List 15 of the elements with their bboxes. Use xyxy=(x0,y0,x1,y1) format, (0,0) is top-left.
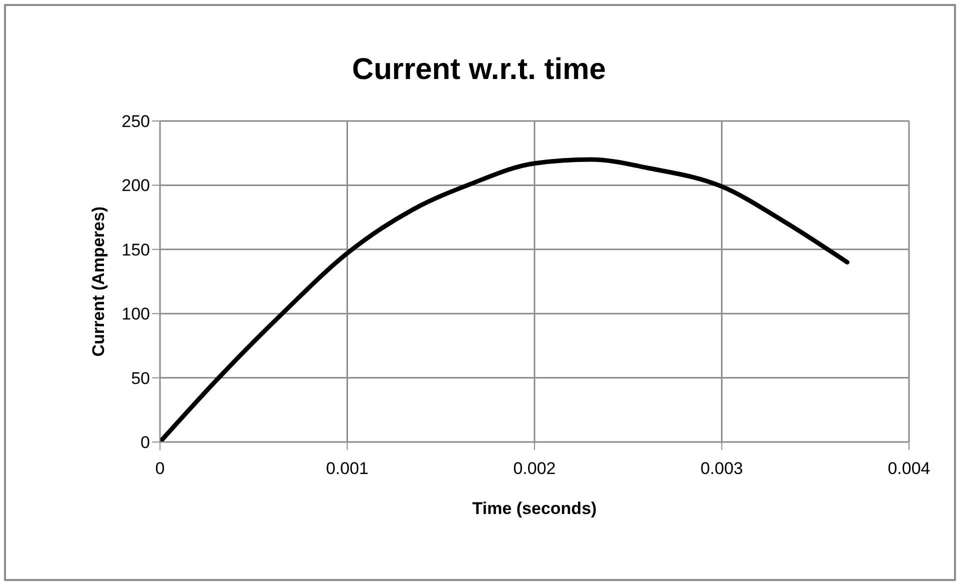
y-tick-label: 150 xyxy=(122,240,150,260)
y-tick-label: 250 xyxy=(122,112,150,132)
y-tick-label: 200 xyxy=(122,176,150,196)
x-axis-title: Time (seconds) xyxy=(472,499,597,518)
line-series xyxy=(160,157,850,442)
x-tick-label: 0.003 xyxy=(700,459,744,478)
x-tick-label: 0.002 xyxy=(513,459,556,478)
y-tick-label: 0 xyxy=(140,433,150,452)
x-tick-label: 0 xyxy=(155,459,165,478)
y-tick-label: 100 xyxy=(122,304,150,324)
y-tick-label: 50 xyxy=(131,368,150,388)
x-tick-label: 0.004 xyxy=(888,459,930,478)
y-axis-title: Current (Amperes) xyxy=(89,206,108,357)
chart-title: Current w.r.t. time xyxy=(351,52,607,88)
x-tick-label: 0.001 xyxy=(326,459,369,478)
